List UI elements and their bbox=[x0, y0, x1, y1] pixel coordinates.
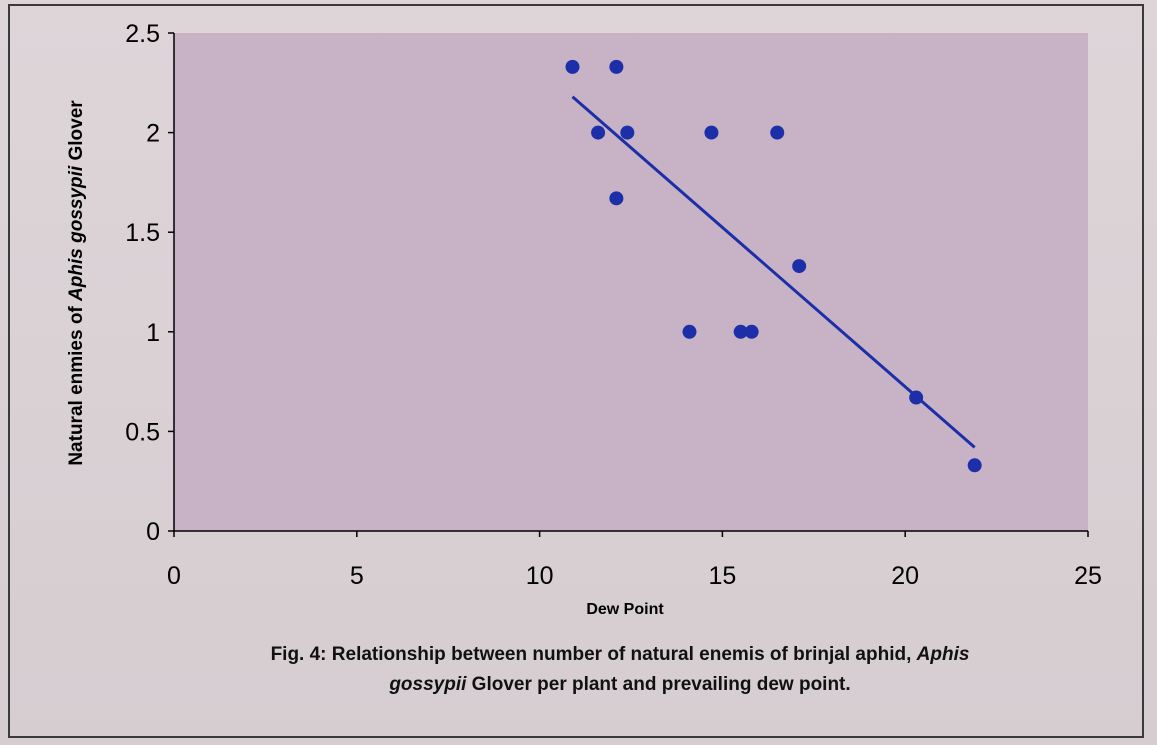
data-point bbox=[744, 324, 759, 339]
y-tick-label: 1.5 bbox=[125, 219, 160, 247]
x-tick-label: 15 bbox=[708, 562, 736, 590]
x-tick-label: 10 bbox=[526, 562, 554, 590]
x-tick-label: 20 bbox=[891, 562, 919, 590]
caption-italic-aphis: Aphis bbox=[916, 644, 970, 665]
x-tick-label: 25 bbox=[1074, 562, 1102, 590]
data-point bbox=[565, 59, 580, 74]
data-point bbox=[704, 125, 719, 140]
y-axis-title-part1: Natural enmies of bbox=[66, 301, 87, 466]
data-point bbox=[967, 458, 982, 473]
data-point bbox=[909, 390, 924, 405]
y-axis-title-italic: Aphis gossypii bbox=[66, 165, 87, 302]
y-tick-label: 2 bbox=[146, 120, 160, 148]
plot-area bbox=[174, 33, 1088, 531]
y-tick-label: 0.5 bbox=[125, 418, 160, 446]
data-point bbox=[792, 259, 807, 274]
figure-caption: Fig. 4: Relationship between number of n… bbox=[120, 640, 1120, 700]
figure-border bbox=[8, 4, 1144, 738]
data-point bbox=[609, 59, 624, 74]
data-point bbox=[591, 125, 606, 140]
y-axis-title-part3: Glover bbox=[66, 100, 87, 166]
trendline bbox=[571, 95, 976, 449]
y-tick-label: 1 bbox=[146, 319, 160, 347]
x-tick-label: 5 bbox=[350, 562, 364, 590]
caption-italic-gossypii: gossypii bbox=[389, 674, 467, 695]
x-axis-title: Dew Point bbox=[586, 601, 664, 618]
data-point bbox=[682, 324, 697, 339]
caption-text-2: Glover per plant and prevailing dew poin… bbox=[466, 674, 851, 695]
y-tick-label: 2.5 bbox=[125, 20, 160, 48]
data-point bbox=[620, 125, 635, 140]
y-axis-title: Natural enmies of Aphis gossypii Glover bbox=[66, 100, 87, 466]
data-point bbox=[770, 125, 785, 140]
data-point bbox=[609, 191, 624, 206]
data-point bbox=[733, 324, 748, 339]
x-tick-label: 0 bbox=[167, 562, 181, 590]
caption-text-1: Fig. 4: Relationship between number of n… bbox=[270, 644, 917, 665]
y-tick-label: 0 bbox=[146, 518, 160, 546]
